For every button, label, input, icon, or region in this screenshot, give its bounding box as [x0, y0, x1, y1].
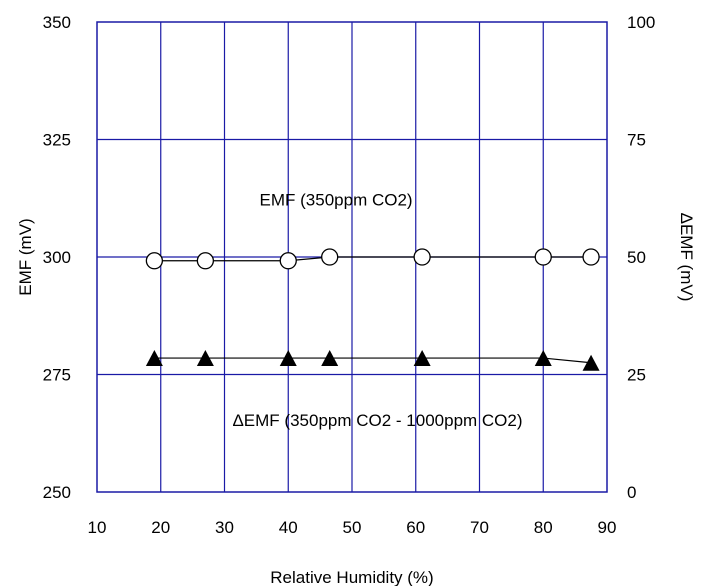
x-axis-title: Relative Humidity (%): [270, 568, 433, 586]
annotation-delta-emf: ΔEMF (350ppm CO2 - 1000ppm CO2): [232, 411, 522, 430]
y-tick-label: 275: [43, 366, 71, 385]
x-tick-label: 40: [279, 518, 298, 537]
series-1-point: [413, 248, 431, 266]
x-tick-label: 30: [215, 518, 234, 537]
annotation-emf: EMF (350ppm CO2): [260, 190, 413, 209]
series-layer: [145, 248, 600, 371]
x-tick-label: 70: [470, 518, 489, 537]
left-y-axis-tick-labels: 250 275 300 325 350: [43, 13, 71, 502]
right-y-axis-title: ΔEMF (mV): [677, 213, 696, 302]
series-1-point: [145, 252, 164, 270]
plot-area-frame: [96, 21, 608, 493]
x-tick-label: 60: [406, 518, 425, 537]
x-tick-label: 90: [598, 518, 617, 537]
series-2-point: [582, 354, 600, 371]
series-1-point: [196, 252, 215, 270]
series-1-point: [582, 248, 600, 266]
left-y-axis-title: EMF (mV): [16, 218, 35, 295]
x-axis-tick-labels: 10 20 30 40 50 60 70 80 90: [88, 518, 617, 537]
x-tick-label: 20: [151, 518, 170, 537]
y-tick-label: 250: [43, 483, 71, 502]
series-2-point: [279, 350, 297, 367]
x-tick-label: 50: [343, 518, 362, 537]
x-tick-label: 10: [88, 518, 107, 537]
right-y-axis-tick-labels: 0 25 50 75 100: [627, 13, 655, 502]
series-2-point: [413, 350, 431, 367]
y-right-tick-label: 50: [627, 248, 646, 267]
y-right-tick-label: 75: [627, 131, 646, 150]
series-2-line: [154, 357, 592, 364]
series-2-point: [534, 350, 552, 367]
series-2-point: [321, 350, 339, 367]
y-right-tick-label: 25: [627, 366, 646, 385]
series-1-point: [321, 248, 339, 266]
series-2-point: [145, 350, 163, 367]
series-1-point: [534, 248, 552, 266]
series-2-point: [196, 350, 214, 367]
x-tick-label: 80: [534, 518, 553, 537]
y-right-tick-label: 0: [627, 483, 636, 502]
y-tick-label: 350: [43, 13, 71, 32]
y-tick-label: 325: [43, 131, 71, 150]
y-right-tick-label: 100: [627, 13, 655, 32]
series-1-point: [279, 252, 297, 270]
y-tick-label: 300: [43, 248, 71, 267]
